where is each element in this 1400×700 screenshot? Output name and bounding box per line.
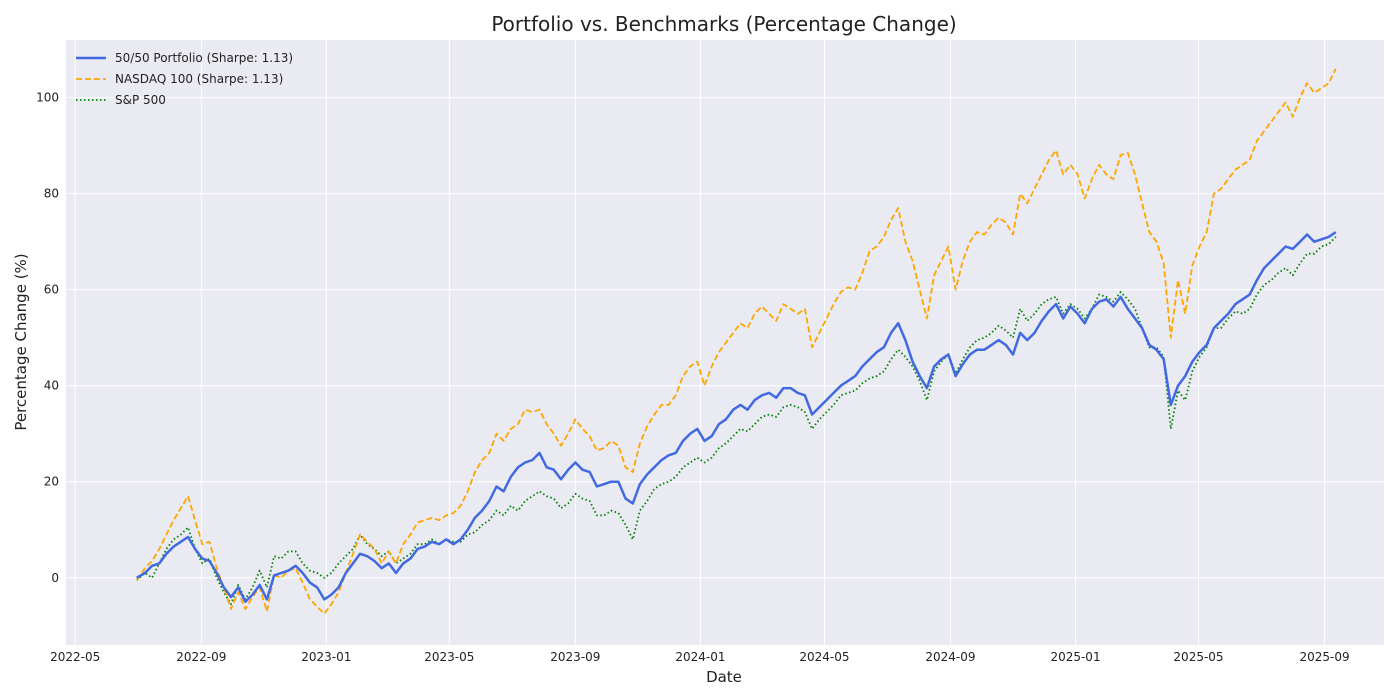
legend: 50/50 Portfolio (Sharpe: 1.13) NASDAQ 10…: [76, 51, 293, 107]
legend-item-sp500: S&P 500: [76, 93, 166, 107]
series-lines: [135, 68, 1337, 615]
x-tick-label: 2025-05: [1173, 650, 1223, 664]
y-tick-label: 0: [51, 571, 59, 585]
y-tick-label: 80: [44, 187, 59, 201]
x-tick-label: 2023-05: [424, 650, 474, 664]
legend-label-sp500: S&P 500: [115, 93, 166, 107]
x-tick-label: 2023-09: [550, 650, 600, 664]
x-tick-label: 2025-01: [1050, 650, 1100, 664]
y-tick-label: 20: [44, 475, 59, 489]
y-axis-title: Percentage Change (%): [12, 253, 30, 430]
series-line-nasdaq: [135, 68, 1337, 615]
x-tick-label: 2025-09: [1299, 650, 1349, 664]
x-tick-label: 2024-01: [675, 650, 725, 664]
series-line-portfolio: [136, 231, 1337, 604]
legend-label-nasdaq: NASDAQ 100 (Sharpe: 1.13): [115, 72, 283, 86]
legend-item-portfolio: 50/50 Portfolio (Sharpe: 1.13): [76, 51, 293, 65]
x-tick-label: 2022-09: [176, 650, 226, 664]
legend-item-nasdaq: NASDAQ 100 (Sharpe: 1.13): [76, 72, 283, 86]
legend-label-portfolio: 50/50 Portfolio (Sharpe: 1.13): [115, 51, 293, 65]
x-axis-title: Date: [706, 668, 742, 686]
x-tick-label: 2024-09: [925, 650, 975, 664]
x-tick-label: 2022-05: [50, 650, 100, 664]
y-tick-label: 100: [36, 91, 59, 105]
chart-title: Portfolio vs. Benchmarks (Percentage Cha…: [491, 12, 956, 36]
tick-labels: 2022-05 2022-09 2023-01 2023-05 2023-09 2024-…: [36, 91, 1350, 664]
grid-lines: [66, 40, 1384, 645]
series-line-sp500: [136, 236, 1337, 606]
y-tick-label: 60: [44, 283, 59, 297]
y-tick-label: 40: [44, 379, 59, 393]
x-tick-label: 2024-05: [799, 650, 849, 664]
x-tick-label: 2023-01: [301, 650, 351, 664]
